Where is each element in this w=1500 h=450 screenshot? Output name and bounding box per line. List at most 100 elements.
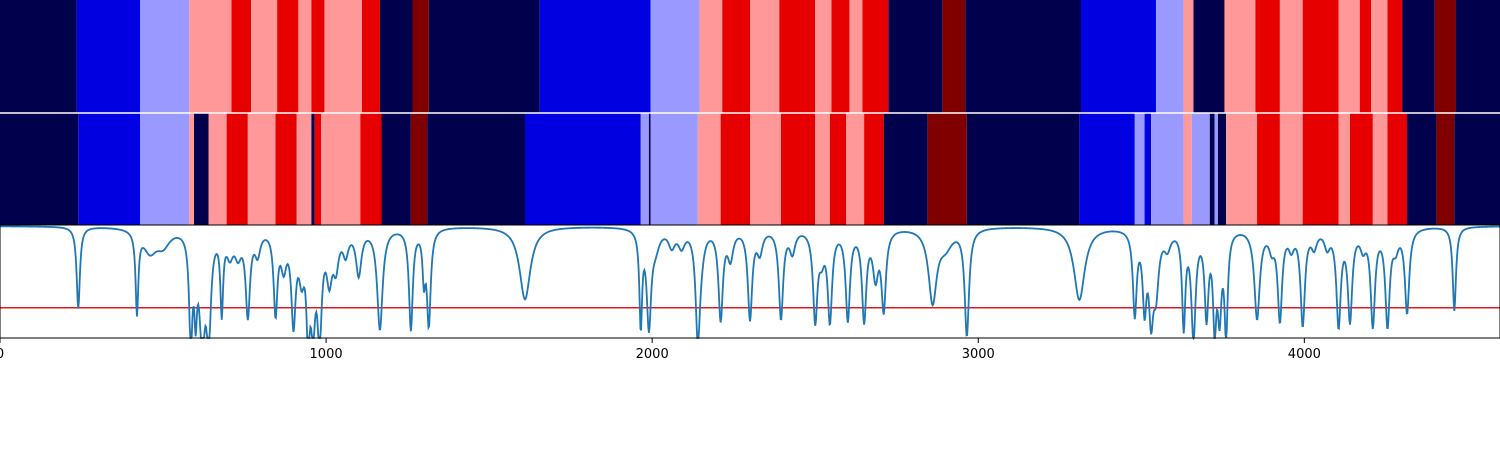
state-segment — [1387, 0, 1403, 113]
state-segment — [247, 113, 276, 225]
state-segment — [189, 0, 232, 113]
state-segment — [1302, 0, 1339, 113]
state-segment — [428, 0, 540, 113]
state-segment — [1436, 113, 1455, 225]
state-segment — [1454, 113, 1500, 225]
state-segment — [361, 0, 380, 113]
state-segment — [831, 0, 850, 113]
line-panel — [0, 224, 1500, 341]
state-segment — [1338, 113, 1350, 225]
state-segment — [1080, 0, 1156, 113]
state-segment — [846, 113, 865, 225]
state-segment — [648, 113, 651, 225]
state-segment — [381, 113, 411, 225]
state-segment — [379, 0, 413, 113]
state-segment — [965, 0, 1081, 113]
x-tick-label: 1000 — [310, 347, 343, 362]
x-tick-label: 3000 — [962, 347, 995, 362]
state-segment — [1191, 113, 1210, 225]
x-tick-label: 0 — [0, 347, 4, 362]
state-segment — [275, 113, 297, 225]
state-segment — [78, 113, 141, 225]
x-axis: 0 1000 2000 3000 4000 — [0, 338, 1321, 362]
state-segment — [1387, 113, 1408, 225]
state-segment — [251, 0, 278, 113]
state-segment — [1338, 0, 1360, 113]
state-segment — [1302, 113, 1339, 225]
state-segment — [410, 113, 428, 225]
state-segment — [208, 113, 227, 225]
state-segment — [1155, 0, 1184, 113]
state-segment — [640, 113, 649, 225]
state-segment — [0, 0, 77, 113]
state-segment — [815, 0, 832, 113]
state-segment — [750, 113, 781, 225]
state-segment — [1226, 113, 1258, 225]
state-segment — [1214, 113, 1218, 225]
state-segment — [1279, 0, 1303, 113]
state-segment — [927, 113, 967, 225]
state-segment — [1255, 0, 1280, 113]
state-segment — [296, 113, 312, 225]
state-segment — [650, 0, 700, 113]
state-segment — [1079, 113, 1135, 225]
state-segment — [750, 0, 780, 113]
state-segment — [194, 113, 209, 225]
state-segment — [0, 113, 79, 225]
state-segment — [1407, 113, 1437, 225]
state-segment — [1217, 113, 1227, 225]
state-segment — [697, 113, 721, 225]
state-segment — [942, 0, 966, 113]
state-segment — [277, 0, 299, 113]
state-segment — [525, 113, 641, 225]
state-segment — [720, 113, 750, 225]
state-segment — [650, 113, 698, 225]
state-segment — [1193, 0, 1225, 113]
state-segment — [314, 113, 322, 225]
state-segment — [883, 113, 928, 225]
state-segment — [311, 0, 325, 113]
state-segment — [1279, 113, 1303, 225]
state-segment — [862, 0, 889, 113]
state-segment — [298, 0, 312, 113]
state-segment — [321, 113, 361, 225]
state-segment — [140, 0, 190, 113]
state-segment — [539, 0, 651, 113]
state-segment — [1257, 113, 1280, 225]
state-segment — [699, 0, 723, 113]
state-segment — [140, 113, 190, 225]
state-segment — [1134, 113, 1145, 225]
state-segment — [360, 113, 382, 225]
state-segment — [1455, 0, 1500, 113]
state-segment — [1359, 0, 1372, 113]
state-segment — [864, 113, 884, 225]
state-segment — [1224, 0, 1256, 113]
state-segment — [76, 0, 141, 113]
state-segment — [231, 0, 252, 113]
state-segment — [722, 0, 750, 113]
state-segment — [226, 113, 248, 225]
state-segment — [1144, 113, 1152, 225]
state-segment — [815, 113, 830, 225]
state-segment — [780, 113, 816, 225]
x-tick-label: 4000 — [1288, 347, 1321, 362]
state-segment — [1372, 113, 1388, 225]
state-segment — [324, 0, 362, 113]
state-segment — [427, 113, 525, 225]
state-segment — [849, 0, 863, 113]
panel-frame — [0, 224, 1500, 339]
state-segment — [311, 113, 315, 225]
state-segment — [412, 0, 429, 113]
state-segment — [1151, 113, 1184, 225]
x-tick-label: 2000 — [636, 347, 669, 362]
series-line — [0, 225, 1500, 341]
state-segment — [888, 0, 943, 113]
state-segment — [1371, 0, 1388, 113]
state-segment — [1183, 0, 1194, 113]
state-segment — [1402, 0, 1435, 113]
state-track-bottom — [0, 113, 1500, 225]
state-segment — [966, 113, 1080, 225]
state-track-top — [0, 0, 1500, 113]
state-segment — [829, 113, 847, 225]
